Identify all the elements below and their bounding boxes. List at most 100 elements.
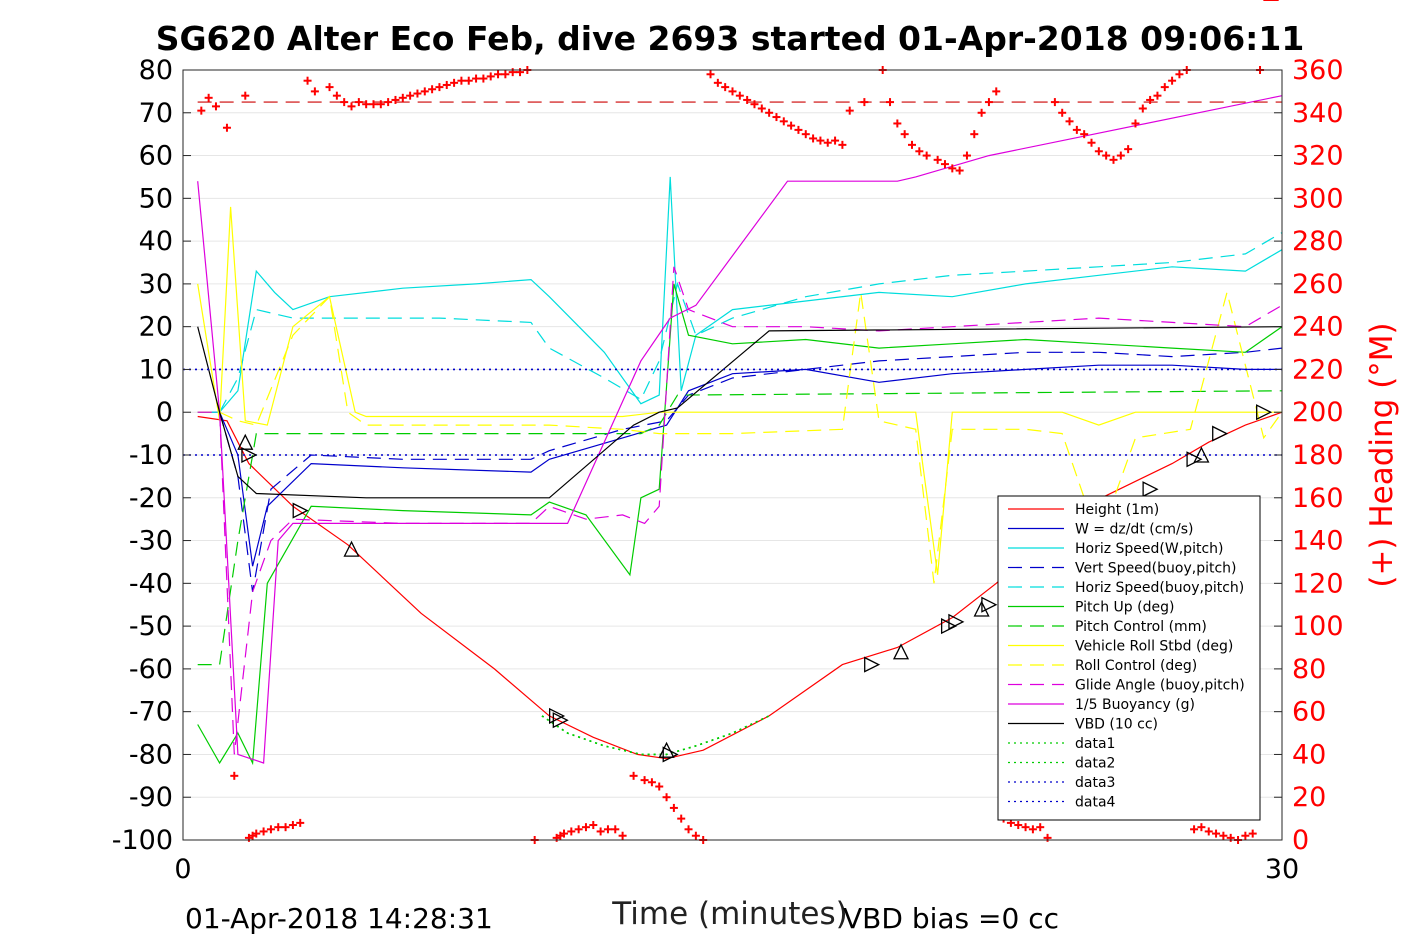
y-tick-label: 30 bbox=[139, 269, 173, 300]
legend: Height (1m) W = dz/dt (cm/s) Horiz Speed(W… bbox=[997, 495, 1261, 821]
y2-tick-label: 140 bbox=[1292, 526, 1344, 557]
heading-point bbox=[559, 829, 568, 838]
heading-point bbox=[1204, 827, 1213, 836]
heading-point bbox=[442, 80, 451, 89]
y2-tick-label: 0 bbox=[1292, 825, 1309, 856]
depth-marker bbox=[549, 707, 566, 724]
y-tick-label: -60 bbox=[129, 654, 173, 685]
heading-point bbox=[204, 93, 213, 102]
y-tick-label: 50 bbox=[139, 183, 173, 214]
heading-point bbox=[794, 125, 803, 134]
x-axis-ticks: 0 30 bbox=[174, 832, 1299, 885]
heading-point bbox=[728, 87, 737, 96]
heading-point bbox=[508, 68, 517, 77]
heading-point bbox=[992, 87, 1001, 96]
chart-title: SG620 Alter Eco Feb, dive 2693 started 0… bbox=[156, 19, 1305, 58]
x-tick-label: 30 bbox=[1265, 854, 1299, 885]
legend-label: W = dz/dt (cm/s) bbox=[1075, 522, 1194, 538]
y-axis-right-label: (+) Heading (°M) bbox=[1364, 322, 1400, 587]
legend-label: Horiz Speed(buoy,pitch) bbox=[1075, 580, 1244, 596]
heading-point bbox=[1190, 825, 1199, 834]
heading-point bbox=[750, 100, 759, 109]
depth-marker bbox=[1142, 481, 1159, 498]
y-tick-label: -90 bbox=[129, 782, 173, 813]
y2-tick-label: 340 bbox=[1292, 98, 1344, 129]
y2-tick-label: 200 bbox=[1292, 397, 1344, 428]
heading-point bbox=[706, 70, 715, 79]
heading-point bbox=[1080, 130, 1089, 139]
heading-point bbox=[222, 123, 231, 132]
heading-point bbox=[1102, 151, 1111, 160]
heading-point bbox=[274, 823, 283, 832]
heading-point bbox=[1014, 821, 1023, 830]
heading-point bbox=[479, 74, 488, 83]
y2-tick-label: 360 bbox=[1292, 55, 1344, 86]
heading-point bbox=[1131, 119, 1140, 128]
heading-point bbox=[596, 827, 605, 836]
y2-tick-label: 160 bbox=[1292, 483, 1344, 514]
legend-label: Vert Speed(buoy,pitch) bbox=[1075, 561, 1237, 577]
heading-point bbox=[948, 164, 957, 173]
heading-point bbox=[347, 102, 356, 111]
heading-point bbox=[1065, 117, 1074, 126]
heading-point bbox=[900, 130, 909, 139]
heading-point bbox=[838, 140, 847, 149]
heading-point bbox=[922, 151, 931, 160]
heading-point bbox=[1153, 91, 1162, 100]
heading-point bbox=[1087, 138, 1096, 147]
heading-point bbox=[428, 85, 437, 94]
y-tick-label: -100 bbox=[112, 825, 173, 856]
heading-point bbox=[581, 823, 590, 832]
heading-point bbox=[211, 102, 220, 111]
y2-tick-label: 220 bbox=[1292, 354, 1344, 385]
depth-marker bbox=[241, 446, 258, 464]
heading-point bbox=[933, 155, 942, 164]
legend-label: Pitch Control (mm) bbox=[1075, 619, 1207, 635]
heading-point bbox=[589, 821, 598, 830]
heading-point bbox=[457, 76, 466, 85]
y-tick-label: -40 bbox=[129, 568, 173, 599]
heading-point bbox=[197, 106, 206, 115]
heading-point bbox=[391, 95, 400, 104]
y-tick-label: 70 bbox=[139, 98, 173, 129]
legend-box bbox=[997, 495, 1261, 821]
heading-point bbox=[743, 95, 752, 104]
heading-point bbox=[362, 100, 371, 109]
heading-point bbox=[721, 83, 730, 92]
heading-point bbox=[252, 829, 261, 838]
heading-point bbox=[296, 818, 305, 827]
heading-point bbox=[1094, 147, 1103, 156]
series-line-12 bbox=[197, 326, 1283, 499]
heading-point bbox=[765, 108, 774, 117]
depth-marker bbox=[662, 746, 679, 763]
heading-point bbox=[908, 140, 917, 149]
y-tick-label: -30 bbox=[129, 526, 173, 557]
heading-point bbox=[1160, 83, 1169, 92]
legend-label: data3 bbox=[1075, 775, 1115, 791]
heading-point bbox=[823, 138, 832, 147]
heading-point bbox=[1050, 98, 1059, 107]
legend-label: data2 bbox=[1075, 756, 1115, 772]
heading-point bbox=[1058, 108, 1067, 117]
heading-point bbox=[340, 98, 349, 107]
y-tick-label: 10 bbox=[139, 354, 173, 385]
heading-point bbox=[677, 814, 686, 823]
y-tick-label: 0 bbox=[156, 397, 173, 428]
footer-timestamp: 01-Apr-2018 14:28:31 bbox=[185, 902, 493, 935]
legend-label: data1 bbox=[1075, 736, 1115, 752]
heading-point bbox=[603, 825, 612, 834]
series-line-1 bbox=[197, 411, 1283, 760]
depth-marker bbox=[948, 613, 965, 630]
heading-point bbox=[516, 68, 525, 77]
y2-tick-label: 80 bbox=[1292, 654, 1326, 685]
x-axis-label: Time (minutes) bbox=[611, 896, 847, 932]
heading-point bbox=[332, 91, 341, 100]
series-line-2 bbox=[197, 364, 1282, 567]
heading-point bbox=[629, 771, 638, 780]
legend-label: 1/5 Buoyancy (g) bbox=[1075, 697, 1195, 713]
heading-point bbox=[735, 91, 744, 100]
heading-point bbox=[809, 134, 818, 143]
heading-point bbox=[816, 136, 825, 145]
y-tick-label: 40 bbox=[139, 226, 173, 257]
legend-label: Horiz Speed(W,pitch) bbox=[1075, 541, 1223, 557]
